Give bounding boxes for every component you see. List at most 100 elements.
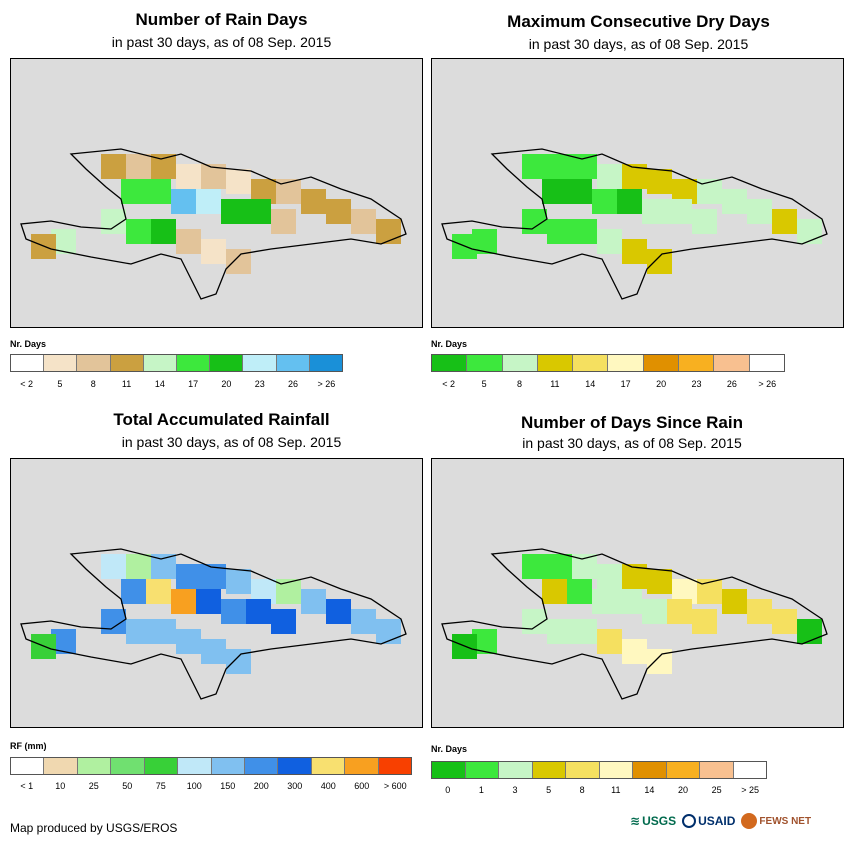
- grid-cell: [797, 619, 822, 644]
- fewsnet-globe-icon: [741, 813, 758, 829]
- grid-cell: [542, 579, 567, 604]
- legend-swatch: [432, 762, 465, 778]
- grid-cell: [592, 189, 617, 214]
- grid-cell: [667, 199, 692, 224]
- grid-cell: [271, 209, 296, 234]
- grid-cell: [176, 629, 201, 654]
- grid-cell: [301, 589, 326, 614]
- legend-label: > 600: [383, 781, 407, 791]
- grid-cell: [246, 199, 271, 224]
- legend-label: 23: [691, 379, 702, 389]
- legend-label: 8: [579, 785, 585, 795]
- legend-swatch: [275, 355, 309, 371]
- grid-cell: [567, 579, 592, 604]
- legend-swatch: [432, 355, 467, 371]
- grid-cell: [547, 554, 572, 579]
- grid-cell: [772, 209, 797, 234]
- legend-swatch: [377, 758, 412, 774]
- grid-cell: [201, 639, 226, 664]
- grid-cell: [126, 554, 151, 579]
- grid-cell: [121, 179, 146, 204]
- grid-cell: [226, 169, 251, 194]
- grid-cell: [351, 209, 376, 234]
- legend-label: 11: [611, 785, 621, 795]
- panel-4-legend-title: Nr. Days: [431, 744, 468, 754]
- legend-label: 50: [122, 781, 133, 791]
- legend-label: 5: [481, 379, 487, 389]
- legend-label: 14: [154, 379, 165, 389]
- legend-swatch: [110, 758, 144, 774]
- grid-cell: [171, 189, 196, 214]
- legend-swatch: [11, 355, 44, 371]
- legend-label: 14: [644, 785, 655, 795]
- legend-swatch: [210, 758, 244, 774]
- grid-cell: [226, 569, 251, 594]
- grid-cell: [572, 619, 597, 644]
- legend-label: 25: [711, 785, 722, 795]
- legend-label: 5: [546, 785, 552, 795]
- panel-2-title: Maximum Consecutive Dry Days: [507, 12, 770, 31]
- grid-cell: [151, 219, 176, 244]
- legend-swatch: [642, 355, 679, 371]
- map-credit: Map produced by USGS/EROS: [10, 821, 178, 835]
- grid-cell: [747, 199, 772, 224]
- panel-1-legend-bar: [10, 354, 343, 372]
- grid-cell: [126, 219, 151, 244]
- panel-4-map: [431, 458, 844, 728]
- grid-cell: [547, 619, 572, 644]
- panel-3-map-svg: [20, 548, 407, 700]
- grid-cell: [176, 164, 201, 189]
- grid-cell: [176, 564, 201, 589]
- legend-label: 8: [516, 379, 523, 389]
- legend-label: 17: [188, 379, 199, 389]
- panel-2-legend-labels: < 2 5 8 11 14 17 20 23 26 > 26: [431, 379, 785, 391]
- grid-cell: [567, 179, 592, 204]
- panel-4-map-svg: [441, 548, 828, 700]
- legend-swatch: [243, 758, 278, 774]
- panel-4-title: Number of Days Since Rain: [520, 413, 743, 432]
- coastline: [441, 548, 828, 700]
- panel-1-legend-labels: < 2 5 8 11 14 17 20 23 26 > 26: [10, 379, 343, 391]
- legend-label: 11: [121, 379, 132, 389]
- grid-cell: [647, 169, 672, 194]
- grid-cell: [201, 239, 226, 264]
- grid-cell: [326, 599, 351, 624]
- grid-cell: [722, 189, 747, 214]
- legend-label: < 1: [20, 781, 34, 791]
- grid-cell: [592, 589, 617, 614]
- panel-2-subtitle: in past 30 days, as of 08 Sep. 2015: [528, 36, 749, 52]
- legend-label: 14: [585, 379, 596, 389]
- legend-label: < 2: [20, 379, 34, 389]
- grid-cell: [376, 219, 401, 244]
- grid-cell: [101, 154, 126, 179]
- legend-swatch: [632, 762, 666, 778]
- legend-swatch: [678, 355, 714, 371]
- grid-cell: [597, 164, 622, 189]
- grid-cell: [617, 589, 642, 614]
- panel-3-title: Total Accumulated Rainfall: [113, 410, 330, 429]
- legend-label: > 26: [317, 379, 336, 389]
- panel-4-legend-labels: 0 1 3 5 8 11 14 20 25 > 25: [431, 785, 767, 797]
- legend-label: 600: [354, 781, 370, 791]
- grid-cell: [622, 239, 647, 264]
- grid-cell: [597, 564, 622, 589]
- panel-1-subtitle: in past 30 days, as of 08 Sep. 2015: [111, 34, 332, 50]
- legend-label: 300: [287, 781, 303, 791]
- legend-label: 8: [90, 379, 96, 389]
- legend-label: > 25: [741, 785, 760, 795]
- legend-swatch: [43, 758, 77, 774]
- grid-cell: [301, 189, 326, 214]
- legend-label: 26: [726, 379, 737, 389]
- coastline: [20, 148, 407, 300]
- legend-swatch: [732, 762, 766, 778]
- legend-swatch: [142, 355, 177, 371]
- grid-cell: [376, 619, 401, 644]
- legend-swatch: [598, 762, 632, 778]
- legend-swatch: [501, 355, 537, 371]
- grid-cell: [522, 554, 547, 579]
- legend-swatch: [572, 355, 608, 371]
- legend-label: 23: [254, 379, 265, 389]
- grid-cell: [597, 629, 622, 654]
- panel-3-map: [10, 458, 423, 728]
- grid-cell: [692, 209, 717, 234]
